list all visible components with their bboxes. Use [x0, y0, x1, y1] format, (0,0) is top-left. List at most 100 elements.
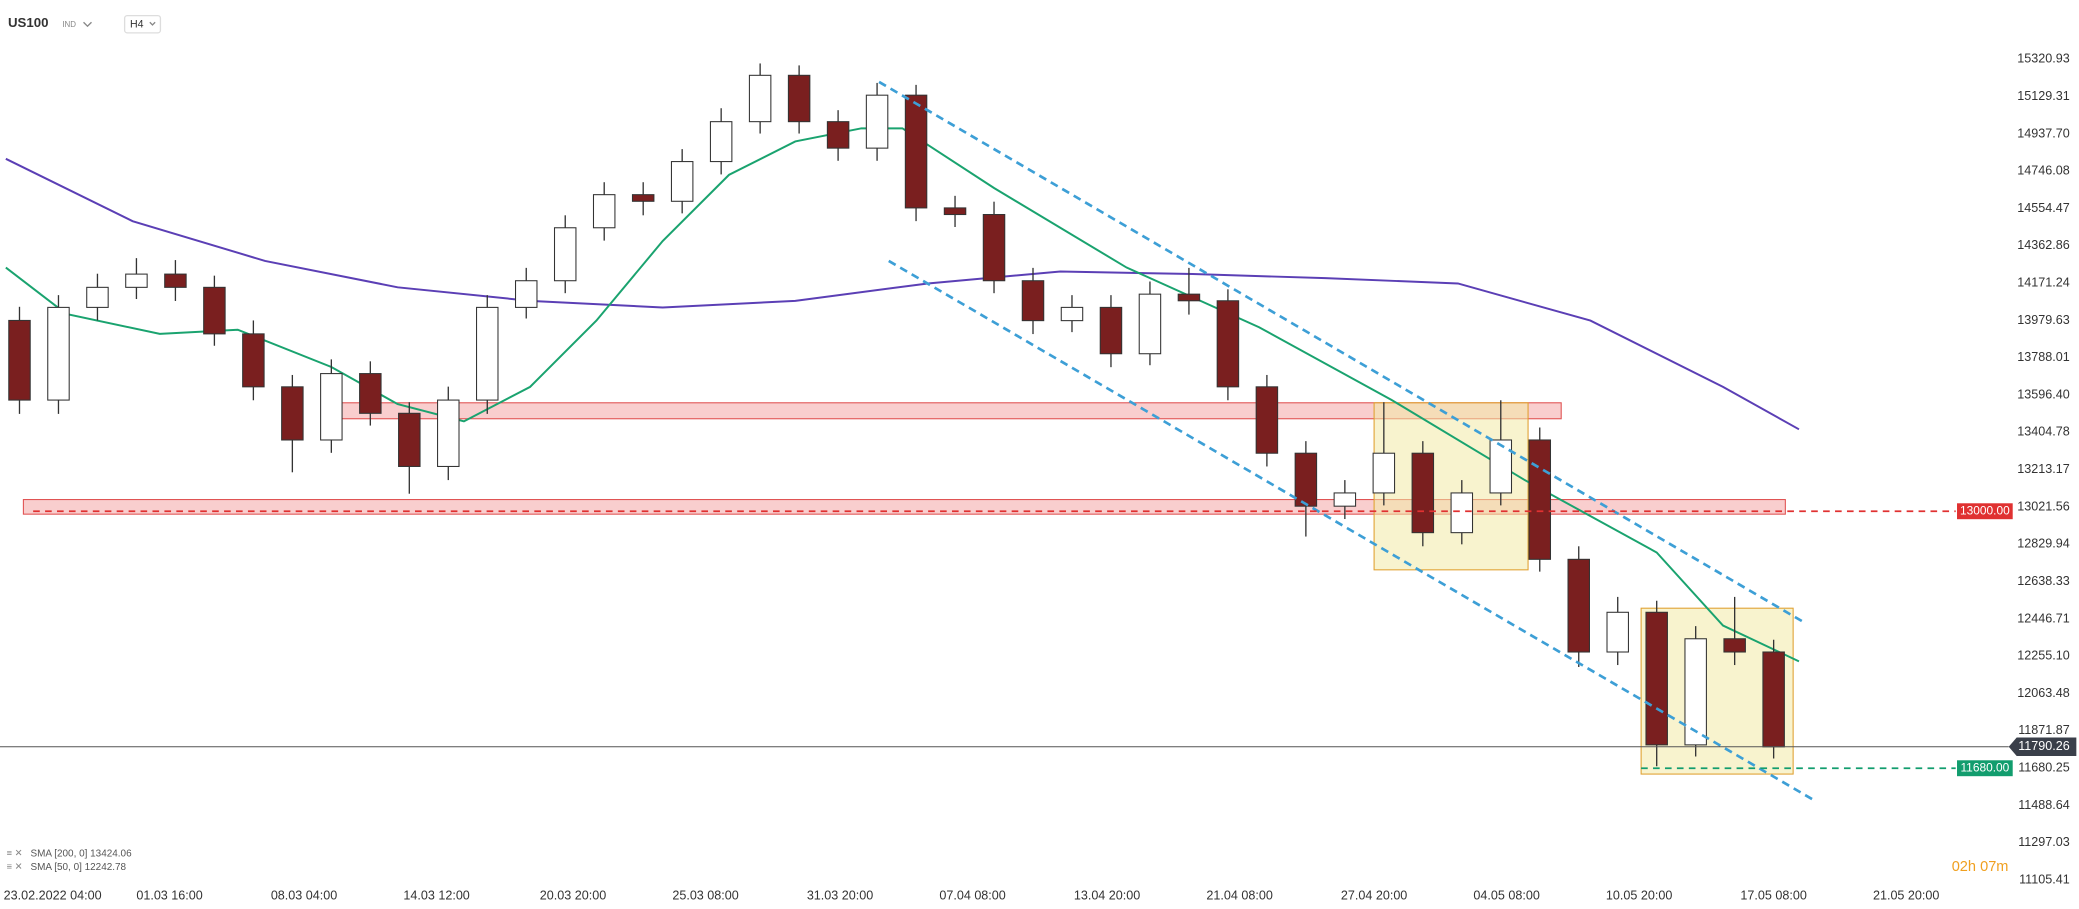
y-tick-label: 12255.10	[2017, 649, 2069, 663]
x-tick-label: 13.04 20:00	[1074, 888, 1140, 902]
candle-body	[359, 373, 382, 414]
candle-body	[125, 273, 148, 288]
current-price-label-bg	[2008, 737, 2077, 757]
candle-body	[476, 306, 499, 401]
y-tick-label: 14362.86	[2017, 238, 2069, 252]
x-tick-label: 23.02.2022 04:00	[4, 888, 102, 902]
y-tick-label: 13596.40	[2017, 387, 2069, 401]
candle-body	[1723, 638, 1746, 653]
y-tick-label: 14554.47	[2017, 201, 2069, 215]
level-label-bg	[1957, 760, 2013, 777]
y-tick-label: 15320.93	[2017, 52, 2069, 66]
y-tick-label: 11488.64	[2018, 798, 2070, 812]
timeframe-box[interactable]	[123, 14, 162, 34]
channel-line	[888, 259, 1816, 802]
candle-body	[242, 333, 265, 388]
candle-body	[1567, 558, 1590, 653]
y-tick-label: 13213.17	[2017, 462, 2069, 476]
legend-value: 12242.78	[85, 861, 127, 872]
candle-body	[826, 121, 850, 149]
x-tick-label: 20.03 20:00	[540, 888, 606, 902]
candle-body	[1177, 293, 1201, 302]
x-tick-label: 01.03 16:00	[136, 888, 202, 902]
y-tick-label: 11871.87	[2018, 723, 2070, 737]
candle-body	[904, 94, 928, 209]
x-tick-label: 21.04 08:00	[1206, 888, 1272, 902]
candle-body	[320, 373, 343, 441]
candle-body	[1606, 611, 1629, 653]
candle-body	[1762, 651, 1785, 748]
candle-body	[1645, 611, 1668, 746]
candle-body	[1255, 386, 1279, 454]
countdown-hours: 02h	[1952, 859, 1976, 875]
candle-body	[437, 399, 460, 467]
candle-body	[1099, 306, 1123, 355]
x-tick-label: 31.03 20:00	[807, 888, 873, 902]
candle-body	[982, 213, 1006, 282]
candle-body	[1021, 280, 1045, 322]
y-tick-label: 11297.03	[2018, 835, 2070, 849]
candle-body	[631, 194, 655, 202]
candle-body	[514, 280, 538, 308]
legend-entry: SMA [200, 0] 13424.06	[30, 848, 132, 859]
legend-value: 13424.06	[90, 848, 132, 859]
candle-body	[1372, 452, 1396, 494]
x-tick-label: 21.05 20:00	[1873, 888, 1939, 902]
level-label: 13000.00	[1960, 503, 2010, 517]
candle-body	[553, 227, 577, 282]
legend-entry: SMA [50, 0] 12242.78	[30, 861, 126, 872]
sma-line	[5, 157, 1800, 431]
channel-line	[878, 80, 1804, 623]
level-label: 11680.00	[1960, 760, 2009, 774]
candle-body	[670, 161, 694, 202]
candle-body	[1489, 439, 1513, 494]
x-tick-label: 10.05 20:00	[1606, 888, 1672, 902]
symbol-caret[interactable]	[83, 21, 92, 28]
y-tick-label: 14171.24	[2017, 276, 2069, 290]
candle-body	[1294, 452, 1318, 507]
candle-body	[943, 207, 967, 216]
x-tick-label: 08.03 04:00	[271, 888, 337, 902]
y-tick-label: 13404.78	[2017, 425, 2069, 439]
market: IND	[62, 20, 76, 29]
timeframe[interactable]: H4	[130, 19, 144, 31]
candle-body	[1216, 300, 1240, 388]
candle-body	[1060, 306, 1084, 322]
y-tick-label: 13979.63	[2017, 313, 2069, 327]
timeframe-caret	[149, 21, 156, 26]
candle-body	[592, 194, 616, 229]
y-tick-label: 13021.56	[2017, 499, 2069, 513]
x-tick-label: 17.05 08:00	[1740, 888, 1806, 902]
y-tick-label: 11680.25	[2018, 761, 2070, 775]
legend: ≡ ✕ SMA [200, 0] 13424.06 ≡ ✕ SMA [50, 0] 1…	[7, 848, 132, 872]
candle-body	[86, 286, 109, 308]
x-tick-label: 07.04 08:00	[939, 888, 1005, 902]
countdown-minutes: 07m	[1980, 859, 2008, 875]
candle-body	[1411, 452, 1435, 534]
x-tick-label: 27.04 20:00	[1341, 888, 1407, 902]
candle-body	[1138, 293, 1162, 355]
x-tick-label: 14.03 12:00	[403, 888, 469, 902]
y-tick-label: 13788.01	[2017, 350, 2069, 364]
y-tick-label: 15129.31	[2017, 89, 2069, 103]
candle-body	[398, 412, 421, 467]
y-tick-label: 14746.08	[2017, 164, 2069, 178]
y-tick-label: 14937.70	[2017, 126, 2069, 140]
candle-body	[865, 94, 889, 149]
y-tick-label: 12446.71	[2017, 611, 2069, 625]
x-tick-label: 25.03 08:00	[672, 888, 738, 902]
y-tick-label: 12829.94	[2017, 537, 2069, 551]
x-tick-label: 04.05 08:00	[1473, 888, 1539, 902]
level-label-bg	[1957, 503, 2013, 520]
legend-name: SMA [200, 0]	[30, 848, 87, 859]
candle-body	[1450, 492, 1474, 534]
candle-body	[709, 121, 733, 163]
candle-body	[787, 74, 811, 123]
legend-icon: ≡ ✕	[7, 861, 23, 871]
legend-name: SMA [50, 0]	[30, 861, 82, 872]
current-price-label: 11790.26	[2018, 739, 2070, 753]
y-tick-label: 12638.33	[2017, 574, 2069, 588]
symbol[interactable]: US100	[8, 15, 49, 30]
